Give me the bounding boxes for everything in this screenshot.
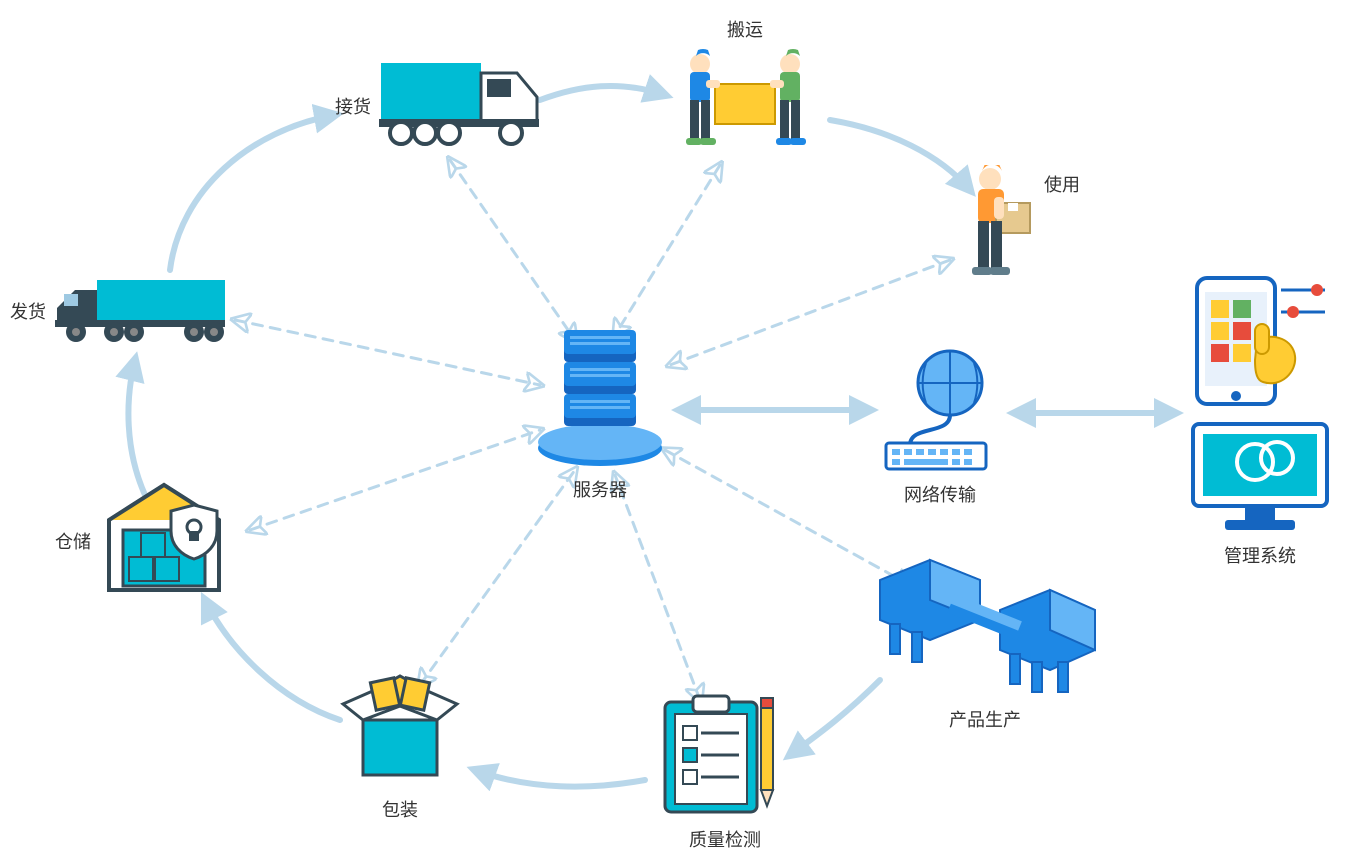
truck-icon bbox=[379, 55, 549, 150]
semi-truck-icon bbox=[52, 270, 227, 345]
node-shipping: 发货 bbox=[10, 270, 240, 345]
packaging-label: 包装 bbox=[335, 796, 465, 822]
globe-keyboard-icon bbox=[875, 345, 1005, 475]
node-handling: 搬运 bbox=[660, 10, 830, 166]
node-use: 使用 bbox=[950, 165, 1110, 295]
server-label: 服务器 bbox=[520, 476, 680, 502]
quality-label: 质量检测 bbox=[650, 826, 800, 852]
node-quality: 质量检测 bbox=[650, 690, 800, 852]
production-label: 产品生产 bbox=[870, 706, 1100, 732]
node-receiving: 接货 bbox=[335, 55, 555, 150]
management-label: 管理系统 bbox=[1180, 542, 1340, 568]
node-network: 网络传输 bbox=[875, 345, 1005, 507]
receiving-label: 接货 bbox=[335, 93, 371, 119]
carrier-icon bbox=[950, 165, 1040, 295]
warehouse-icon bbox=[99, 475, 239, 600]
use-label: 使用 bbox=[1044, 171, 1080, 197]
node-packaging: 包装 bbox=[335, 670, 465, 822]
movers-icon bbox=[660, 46, 830, 166]
phone-hand-icon bbox=[1180, 270, 1340, 410]
server-icon bbox=[520, 320, 680, 470]
node-production: 产品生产 bbox=[870, 550, 1100, 732]
storage-label: 仓储 bbox=[55, 528, 91, 554]
handling-label: 搬运 bbox=[660, 16, 830, 42]
factory-icon bbox=[870, 550, 1100, 700]
node-storage: 仓储 bbox=[55, 475, 255, 600]
shipping-label: 发货 bbox=[10, 298, 46, 324]
clipboard-icon bbox=[650, 690, 800, 820]
node-server: 服务器 bbox=[520, 320, 680, 502]
node-management: 管理系统 bbox=[1180, 270, 1340, 568]
monitor-icon bbox=[1180, 416, 1340, 536]
box-open-icon bbox=[335, 670, 465, 790]
network-label: 网络传输 bbox=[875, 481, 1005, 507]
